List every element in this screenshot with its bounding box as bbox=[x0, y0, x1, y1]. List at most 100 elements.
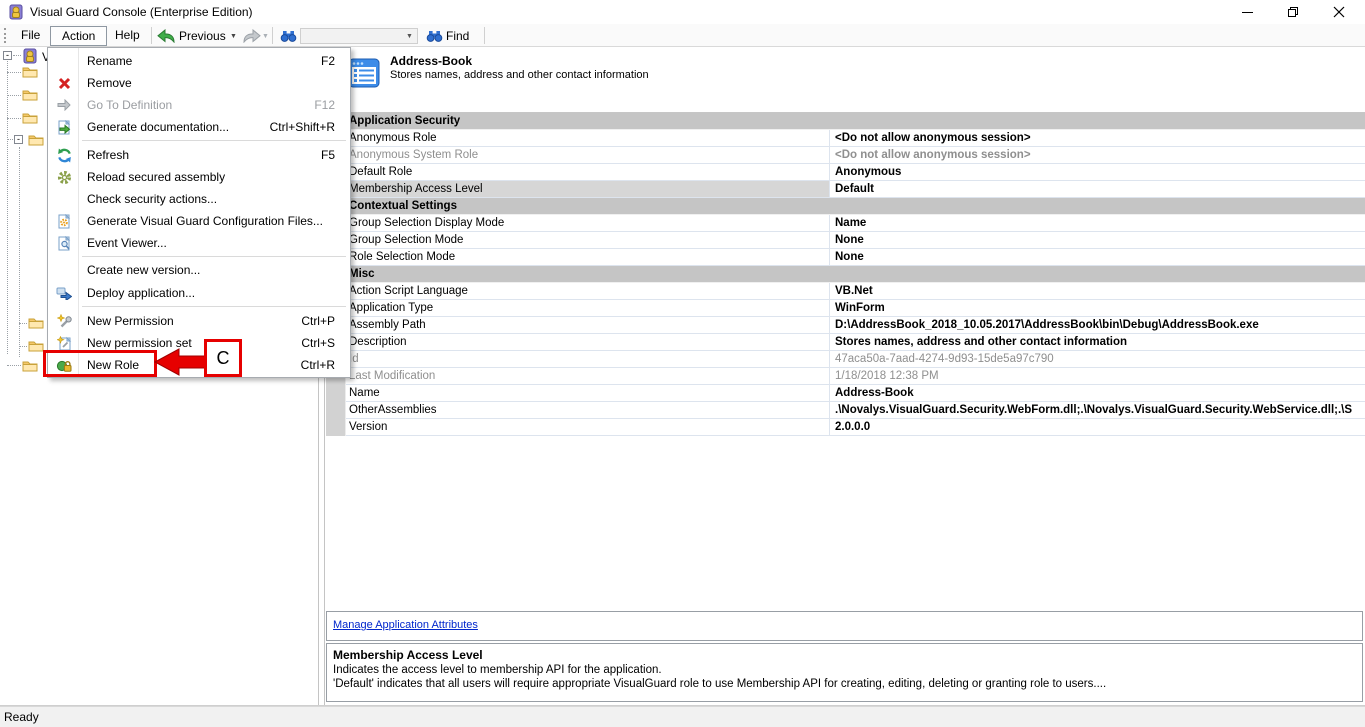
toolbar-separator bbox=[484, 27, 485, 44]
action-dropdown-menu: Rename F2 Remove Go To Definition F12 Ge… bbox=[47, 47, 351, 378]
minimize-icon bbox=[1241, 11, 1253, 13]
tree-connector bbox=[13, 55, 21, 56]
menu-item-reload-secured-assembly[interactable]: Reload secured assembly bbox=[49, 166, 349, 188]
toolbar-separator bbox=[272, 27, 273, 44]
menu-separator bbox=[82, 306, 346, 307]
tree-folder-icon[interactable] bbox=[28, 316, 44, 329]
grid-row-other-assemblies[interactable]: OtherAssemblies .\Novalys.VisualGuard.Sec… bbox=[346, 402, 1365, 419]
tree-folder-icon[interactable] bbox=[28, 133, 44, 146]
menu-item-create-new-version[interactable]: Create new version... bbox=[87, 263, 201, 277]
grid-row-group-selection-mode[interactable]: Group Selection Mode None bbox=[346, 232, 1365, 249]
panel-bottom-border bbox=[0, 705, 1365, 706]
menu-item-new-permission[interactable]: New Permission Ctrl+P bbox=[49, 310, 349, 332]
forward-icon bbox=[243, 29, 261, 43]
menu-item-new-role[interactable]: New Role Ctrl+R bbox=[49, 354, 349, 376]
menu-item-deploy-application[interactable]: Deploy application... bbox=[49, 282, 349, 304]
attributes-link-box: Manage Application Attributes bbox=[326, 611, 1363, 641]
menu-item-generate-documentation[interactable]: Generate documentation... Ctrl+Shift+R bbox=[49, 116, 349, 138]
menu-item-new-permission-set[interactable]: New permission set Ctrl+S bbox=[49, 332, 349, 354]
menu-separator bbox=[82, 256, 346, 257]
grid-row-name[interactable]: Name Address-Book bbox=[346, 385, 1365, 402]
tree-folder-icon[interactable] bbox=[28, 339, 44, 352]
grid-row-action-script-language[interactable]: Action Script Language VB.Net bbox=[346, 283, 1365, 300]
event-viewer-icon bbox=[49, 235, 79, 251]
grid-row-application-type[interactable]: Application Type WinForm bbox=[346, 300, 1365, 317]
menu-item-go-to-definition: Go To Definition F12 bbox=[49, 94, 349, 116]
search-binoculars-icon[interactable] bbox=[280, 30, 297, 42]
new-role-icon bbox=[49, 358, 79, 373]
menu-toolbar: File Action Help Previous ▼ ▼ ▼ Find bbox=[0, 24, 1365, 47]
close-icon bbox=[1333, 6, 1345, 18]
restore-button[interactable] bbox=[1270, 0, 1316, 24]
find-binoculars-icon bbox=[426, 31, 443, 42]
toolbar-grip[interactable] bbox=[4, 28, 6, 43]
toolbar-separator bbox=[151, 27, 152, 44]
annotation-label: C bbox=[216, 347, 230, 368]
tree-expander[interactable]: - bbox=[14, 135, 23, 144]
remove-icon bbox=[49, 77, 79, 90]
menu-item-check-security-actions[interactable]: Check security actions... bbox=[87, 192, 218, 206]
previous-icon[interactable] bbox=[157, 29, 176, 43]
grid-row-anonymous-role[interactable]: Anonymous Role <Do not allow anonymous se… bbox=[346, 130, 1365, 147]
grid-row-role-selection-mode[interactable]: Role Selection Mode None bbox=[346, 249, 1365, 266]
title-bar: Visual Guard Console (Enterprise Edition… bbox=[0, 0, 1365, 24]
tree-root-expander[interactable]: - bbox=[3, 51, 12, 60]
grid-row-id[interactable]: Id 47aca50a-7aad-4274-9d93-15de5a97c790 bbox=[346, 351, 1365, 368]
deploy-application-icon bbox=[49, 286, 79, 300]
address-book-app-icon bbox=[348, 58, 380, 88]
config-files-icon bbox=[49, 213, 79, 229]
tree-connector bbox=[7, 61, 8, 354]
tree-folder-icon[interactable] bbox=[22, 111, 38, 124]
grid-section-contextual-settings[interactable]: Contextual Settings bbox=[346, 198, 1365, 215]
manage-application-attributes-link[interactable]: Manage Application Attributes bbox=[333, 619, 478, 631]
app-description: Stores names, address and other contact … bbox=[390, 69, 649, 81]
menu-item-rename[interactable]: Rename F2 bbox=[87, 54, 335, 68]
status-text: Ready bbox=[4, 710, 39, 724]
grid-row-group-selection-display-mode[interactable]: Group Selection Display Mode Name bbox=[346, 215, 1365, 232]
tree-connector bbox=[7, 118, 21, 119]
previous-button[interactable]: Previous bbox=[179, 29, 226, 43]
menu-item-generate-config-files[interactable]: Generate Visual Guard Configuration File… bbox=[49, 210, 349, 232]
window-title: Visual Guard Console (Enterprise Edition… bbox=[30, 5, 253, 19]
app-logo-icon bbox=[9, 4, 23, 20]
find-button[interactable]: Find bbox=[446, 29, 470, 43]
close-button[interactable] bbox=[1316, 0, 1362, 24]
tree-folder-icon[interactable] bbox=[22, 359, 38, 372]
status-bar: Ready bbox=[0, 706, 1365, 727]
search-input[interactable] bbox=[300, 28, 418, 44]
grid-row-membership-access-level[interactable]: Membership Access Level Default bbox=[346, 181, 1365, 198]
grid-section-application-security[interactable]: Application Security bbox=[346, 113, 1365, 130]
tree-folder-icon[interactable] bbox=[22, 88, 38, 101]
grid-row-anonymous-system-role[interactable]: Anonymous System Role <Do not allow anony… bbox=[346, 147, 1365, 164]
grid-row-description[interactable]: Description Stores names, address and oth… bbox=[346, 334, 1365, 351]
menu-icon-gutter bbox=[78, 48, 79, 377]
new-permission-set-icon bbox=[49, 335, 79, 351]
grid-row-assembly-path[interactable]: Assembly Path D:\AddressBook_2018_10.05.2… bbox=[346, 317, 1365, 334]
tree-folder-icon[interactable] bbox=[22, 65, 38, 78]
tree-connector bbox=[7, 95, 21, 96]
reload-assembly-gear-icon bbox=[49, 170, 79, 185]
help-line1: Indicates the access level to membership… bbox=[333, 664, 662, 676]
property-help-panel: Membership Access Level Indicates the ac… bbox=[326, 643, 1363, 702]
previous-dropdown-icon[interactable]: ▼ bbox=[230, 33, 237, 40]
tree-root-guard-icon[interactable] bbox=[22, 48, 38, 64]
menu-item-event-viewer[interactable]: Event Viewer... bbox=[49, 232, 349, 254]
menu-action[interactable]: Action bbox=[50, 26, 108, 46]
grid-row-last-modification[interactable]: Last Modification 1/18/2018 12:38 PM bbox=[346, 368, 1365, 385]
menu-file[interactable]: File bbox=[21, 28, 41, 42]
menu-help[interactable]: Help bbox=[115, 28, 140, 42]
grid-section-misc[interactable]: Misc bbox=[346, 266, 1365, 283]
search-dropdown-icon[interactable]: ▼ bbox=[406, 33, 413, 40]
tree-connector bbox=[7, 139, 15, 140]
tree-root-label[interactable]: V bbox=[42, 50, 51, 64]
annotation-highlight-rectangle bbox=[43, 350, 157, 377]
minimize-button[interactable] bbox=[1224, 0, 1270, 24]
grid-row-default-role[interactable]: Default Role Anonymous bbox=[346, 164, 1365, 181]
grid-row-version[interactable]: Version 2.0.0.0 bbox=[346, 419, 1365, 436]
refresh-icon bbox=[49, 147, 79, 163]
property-grid: Application Security Anonymous Role <Do n… bbox=[326, 112, 1365, 436]
help-line2: 'Default' indicates that all users will … bbox=[333, 678, 1107, 690]
new-permission-icon bbox=[49, 313, 79, 329]
menu-item-refresh[interactable]: Refresh F5 bbox=[49, 144, 349, 166]
menu-item-remove[interactable]: Remove bbox=[49, 72, 349, 94]
